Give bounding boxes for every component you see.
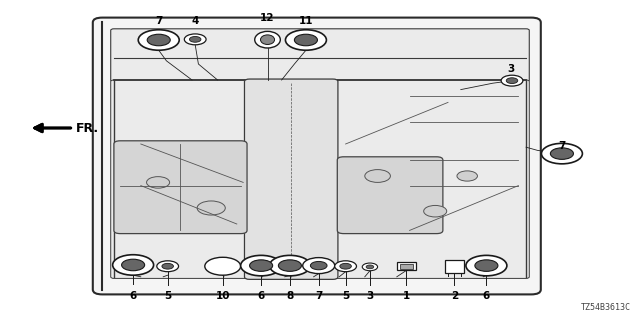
Text: 3: 3 [366,291,374,301]
Text: FR.: FR. [76,122,99,134]
Circle shape [466,255,507,276]
Circle shape [205,257,241,275]
FancyBboxPatch shape [334,80,529,278]
Circle shape [362,263,378,271]
Text: 7: 7 [558,140,566,151]
FancyBboxPatch shape [93,18,541,294]
Circle shape [184,34,206,45]
Circle shape [335,261,356,272]
Text: 5: 5 [342,291,349,301]
Circle shape [424,205,447,217]
Bar [445,260,464,273]
Circle shape [310,261,327,270]
Text: TZ54B3613C: TZ54B3613C [580,303,630,312]
Circle shape [197,201,225,215]
Text: 12: 12 [260,12,275,23]
Circle shape [506,78,518,84]
Text: 4: 4 [191,16,199,26]
Circle shape [157,261,179,272]
FancyBboxPatch shape [337,157,443,234]
Circle shape [541,143,582,164]
Text: 6: 6 [129,291,137,301]
Text: 6: 6 [257,291,265,301]
Circle shape [147,34,170,46]
Circle shape [241,255,282,276]
Circle shape [122,259,145,271]
Circle shape [162,263,173,269]
Circle shape [501,75,523,86]
Circle shape [550,148,573,159]
Bar [400,264,413,269]
Circle shape [285,30,326,50]
FancyBboxPatch shape [111,29,529,82]
Text: 5: 5 [164,291,172,301]
Circle shape [294,34,317,46]
Circle shape [147,177,170,188]
Circle shape [365,170,390,182]
Bar [397,262,416,270]
Circle shape [303,258,335,274]
Text: 2: 2 [451,291,458,301]
FancyBboxPatch shape [111,80,248,278]
Text: 3: 3 [507,64,515,74]
Text: 8: 8 [286,291,294,301]
Text: 7: 7 [315,291,323,301]
Circle shape [138,30,179,50]
Text: 10: 10 [216,291,230,301]
Text: 1: 1 [403,291,410,301]
Text: 7: 7 [155,16,163,26]
Circle shape [113,255,154,275]
Circle shape [189,36,201,42]
Text: 6: 6 [483,291,490,301]
Circle shape [366,265,374,269]
Text: 11: 11 [299,16,313,26]
Circle shape [475,260,498,271]
Ellipse shape [255,31,280,48]
Circle shape [457,171,477,181]
Ellipse shape [260,35,275,44]
FancyBboxPatch shape [244,79,338,279]
Circle shape [278,260,301,271]
Circle shape [250,260,273,271]
Circle shape [269,255,310,276]
Circle shape [340,263,351,269]
FancyBboxPatch shape [114,141,247,234]
